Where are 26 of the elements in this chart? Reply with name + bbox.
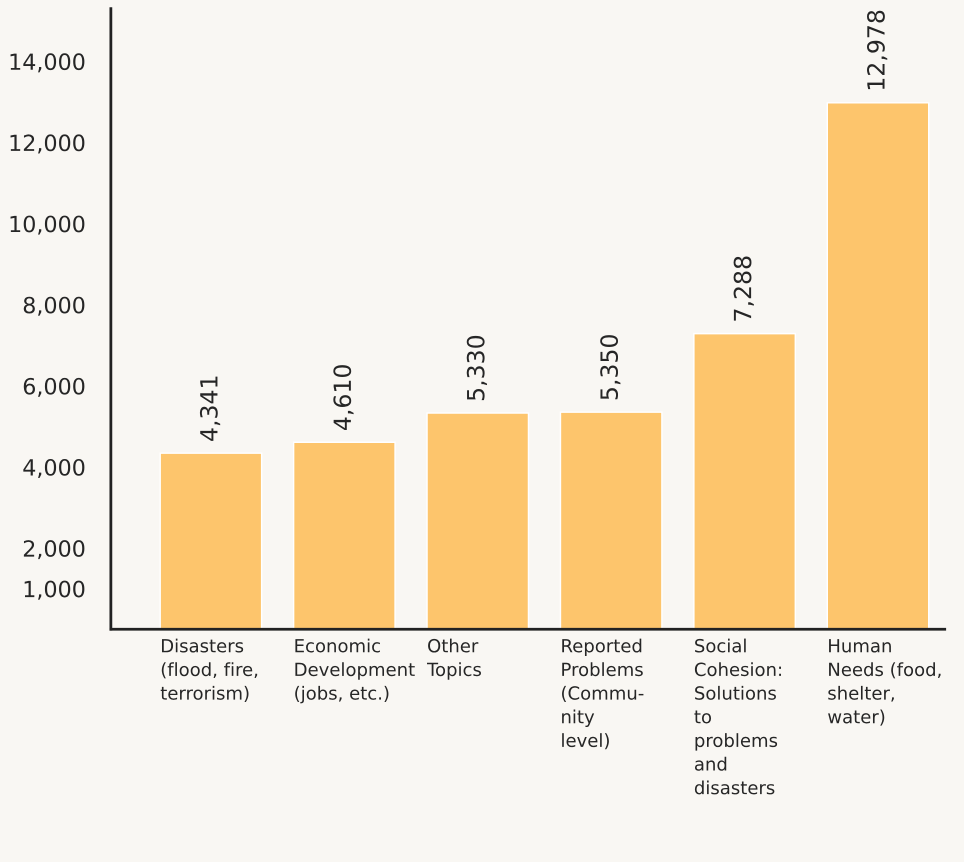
data-label: 5,350 (600, 335, 620, 400)
y-tick-label: 10,000 (10, 216, 84, 235)
bar (560, 412, 663, 630)
x-tick-label: Reported Problems (Commu- nity level) (562, 638, 644, 750)
x-tick-label: Human Needs (food, shelter, water) (828, 639, 941, 726)
x-tick-label: Social Cohesion: Solutions to problems and disasters (694, 638, 781, 794)
y-tick-label: 12,000 (10, 134, 84, 154)
bar (426, 412, 530, 630)
y-tick-label: 14,000 (10, 53, 84, 72)
x-tick-label: Disasters (flood, fire, terrorism) (160, 638, 258, 702)
x-tick-label: Other Topics (427, 638, 481, 680)
y-tick-label: 1,000 (24, 580, 84, 600)
bar (826, 102, 930, 630)
y-tick-label: 2,000 (24, 540, 84, 560)
data-label: 7,288 (734, 256, 754, 321)
x-tick-label: Economic Development (jobs, etc.) (295, 638, 415, 704)
bar (693, 332, 796, 630)
y-tick-label: 6,000 (24, 378, 84, 397)
data-label: 4,341 (200, 376, 220, 441)
data-label: 12,978 (867, 10, 888, 90)
data-label: 5,330 (466, 336, 488, 400)
bar (292, 442, 396, 630)
y-tick-label: 8,000 (24, 296, 84, 316)
bar (160, 452, 262, 630)
data-label: 4,610 (333, 365, 354, 430)
y-tick-label: 4,000 (23, 458, 84, 478)
